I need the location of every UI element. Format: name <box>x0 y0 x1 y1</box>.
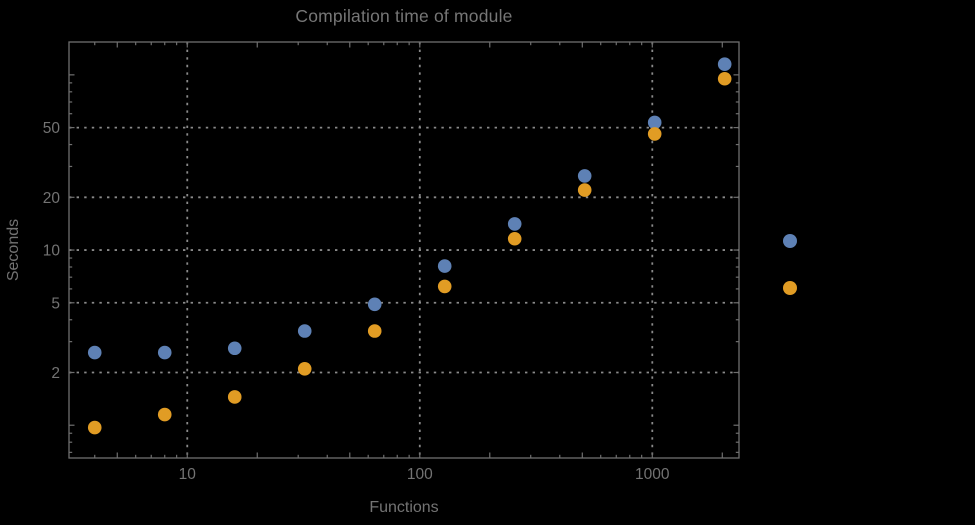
data-point-series-2-orange-x8 <box>157 407 172 422</box>
y-tick-label: 5 <box>51 295 60 312</box>
legend-marker-series-2-orange <box>783 281 797 295</box>
data-point-series-1-blue-x32 <box>297 324 312 338</box>
data-point-series-1-blue-x2048 <box>717 57 732 72</box>
legend-marker-series-1-blue <box>783 234 797 248</box>
data-point-series-1-blue-x512 <box>577 169 592 183</box>
data-point-series-1-blue-x256 <box>507 217 522 231</box>
data-point-series-2-orange-x4 <box>87 420 102 435</box>
y-tick-label: 20 <box>43 190 61 207</box>
data-point-series-2-orange-x256 <box>507 231 522 246</box>
x-tick-label: 100 <box>407 466 433 483</box>
y-tick-label: 10 <box>43 243 61 260</box>
data-point-series-2-orange-x2048 <box>717 71 732 86</box>
data-point-series-2-orange-x16 <box>227 390 242 404</box>
data-point-series-1-blue-x16 <box>227 341 242 356</box>
data-point-series-1-blue-x1024 <box>647 115 662 130</box>
x-axis-label: Functions <box>369 499 439 516</box>
data-point-series-2-orange-x32 <box>297 361 312 376</box>
x-tick-label: 10 <box>179 466 197 483</box>
plot-title: Compilation time of module <box>295 6 513 26</box>
y-tick-label: 50 <box>43 120 61 137</box>
data-point-series-2-orange-x128 <box>437 279 452 294</box>
x-tick-label: 1000 <box>635 466 670 483</box>
y-axis-label: Seconds <box>5 218 22 282</box>
data-point-series-1-blue-x128 <box>437 259 452 273</box>
y-tick-label: 2 <box>51 365 60 382</box>
data-point-series-1-blue-x4 <box>87 345 102 360</box>
data-point-series-2-orange-x1024 <box>647 127 662 141</box>
data-point-series-1-blue-x8 <box>157 345 172 360</box>
data-point-series-1-blue-x64 <box>367 297 382 312</box>
data-point-series-2-orange-x512 <box>577 183 592 197</box>
data-point-series-2-orange-x64 <box>367 324 382 338</box>
